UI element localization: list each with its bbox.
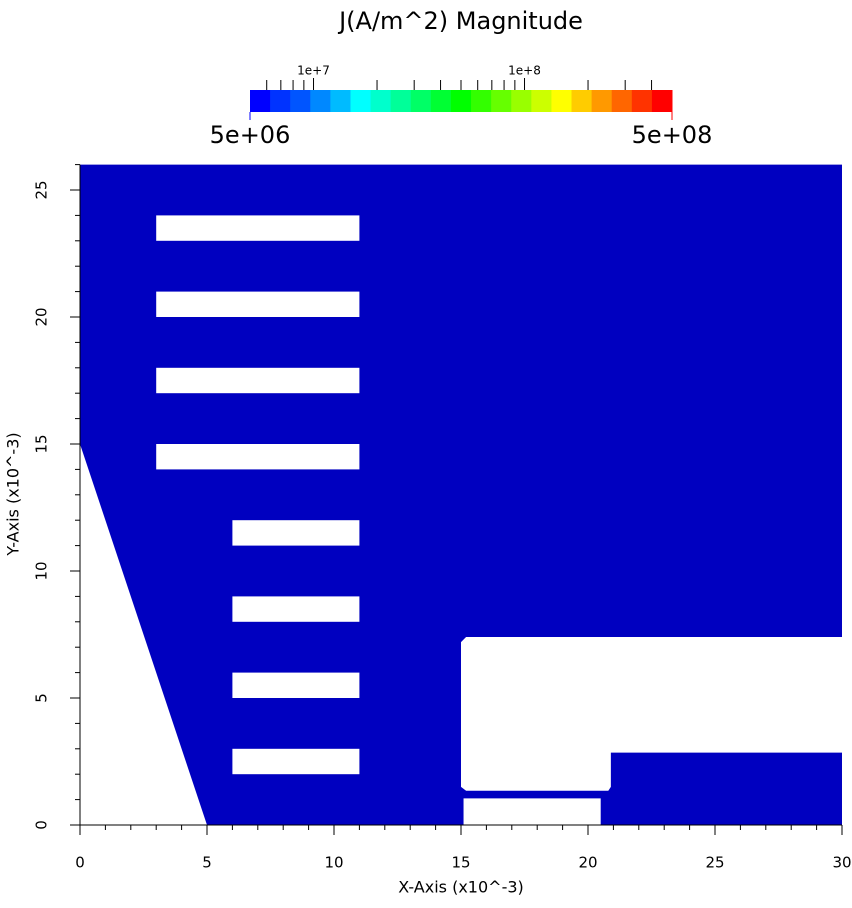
y-tick-label: 5 <box>33 693 51 703</box>
y-tick-label: 25 <box>33 180 51 199</box>
x-tick-label: 15 <box>451 854 470 872</box>
colorbar-band <box>551 90 573 112</box>
colorbar-limit-label: 5e+06 <box>210 121 291 149</box>
colorbar-band <box>390 90 412 112</box>
colorbar-tick-label: 1e+7 <box>297 64 330 78</box>
x-tick-label: 20 <box>578 854 597 872</box>
x-tick-label: 0 <box>75 854 85 872</box>
hole <box>232 748 360 775</box>
colorbar-band <box>651 90 673 112</box>
colorbar-band <box>491 90 512 112</box>
colorbar-band <box>350 90 372 112</box>
y-tick-label: 0 <box>33 820 51 830</box>
colorbar-band <box>250 90 271 112</box>
x-tick-label: 5 <box>202 854 212 872</box>
colorbar-band <box>571 90 593 112</box>
colorbar-band <box>631 90 653 112</box>
hole <box>232 596 360 622</box>
colorbar-limit-label: 5e+08 <box>632 121 713 149</box>
colorbar-band <box>450 90 472 112</box>
y-axis-label: Y-Axis (x10^-3) <box>4 432 23 556</box>
colorbar-band <box>330 90 351 112</box>
hole <box>232 672 360 698</box>
x-tick-label: 25 <box>705 854 724 872</box>
y-tick-label: 15 <box>33 434 51 453</box>
hole <box>156 215 360 241</box>
colorbar-band <box>591 90 613 112</box>
colorbar-band <box>430 90 452 112</box>
y-tick-label: 10 <box>33 561 51 580</box>
colorbar-band <box>270 90 291 112</box>
x-axis-label: X-Axis (x10^-3) <box>398 878 524 897</box>
colorbar-tick-label: 1e+8 <box>508 64 541 78</box>
domain <box>80 164 842 826</box>
hole <box>156 367 360 394</box>
colorbar-band <box>611 90 633 112</box>
colorbar-band <box>531 90 552 112</box>
x-tick-label: 10 <box>324 854 343 872</box>
colorbar-band <box>310 90 331 112</box>
colorbar-band <box>471 90 492 112</box>
hole <box>156 291 360 317</box>
colorbar-band <box>511 90 532 112</box>
colorbar-band <box>370 90 392 112</box>
colorbar-band <box>410 90 432 112</box>
hole <box>156 444 360 470</box>
colorbar-band <box>290 90 311 112</box>
hole <box>232 520 360 546</box>
x-tick-label: 30 <box>832 854 851 872</box>
chart-title: J(A/m^2) Magnitude <box>337 7 583 35</box>
y-tick-label: 20 <box>33 307 51 326</box>
